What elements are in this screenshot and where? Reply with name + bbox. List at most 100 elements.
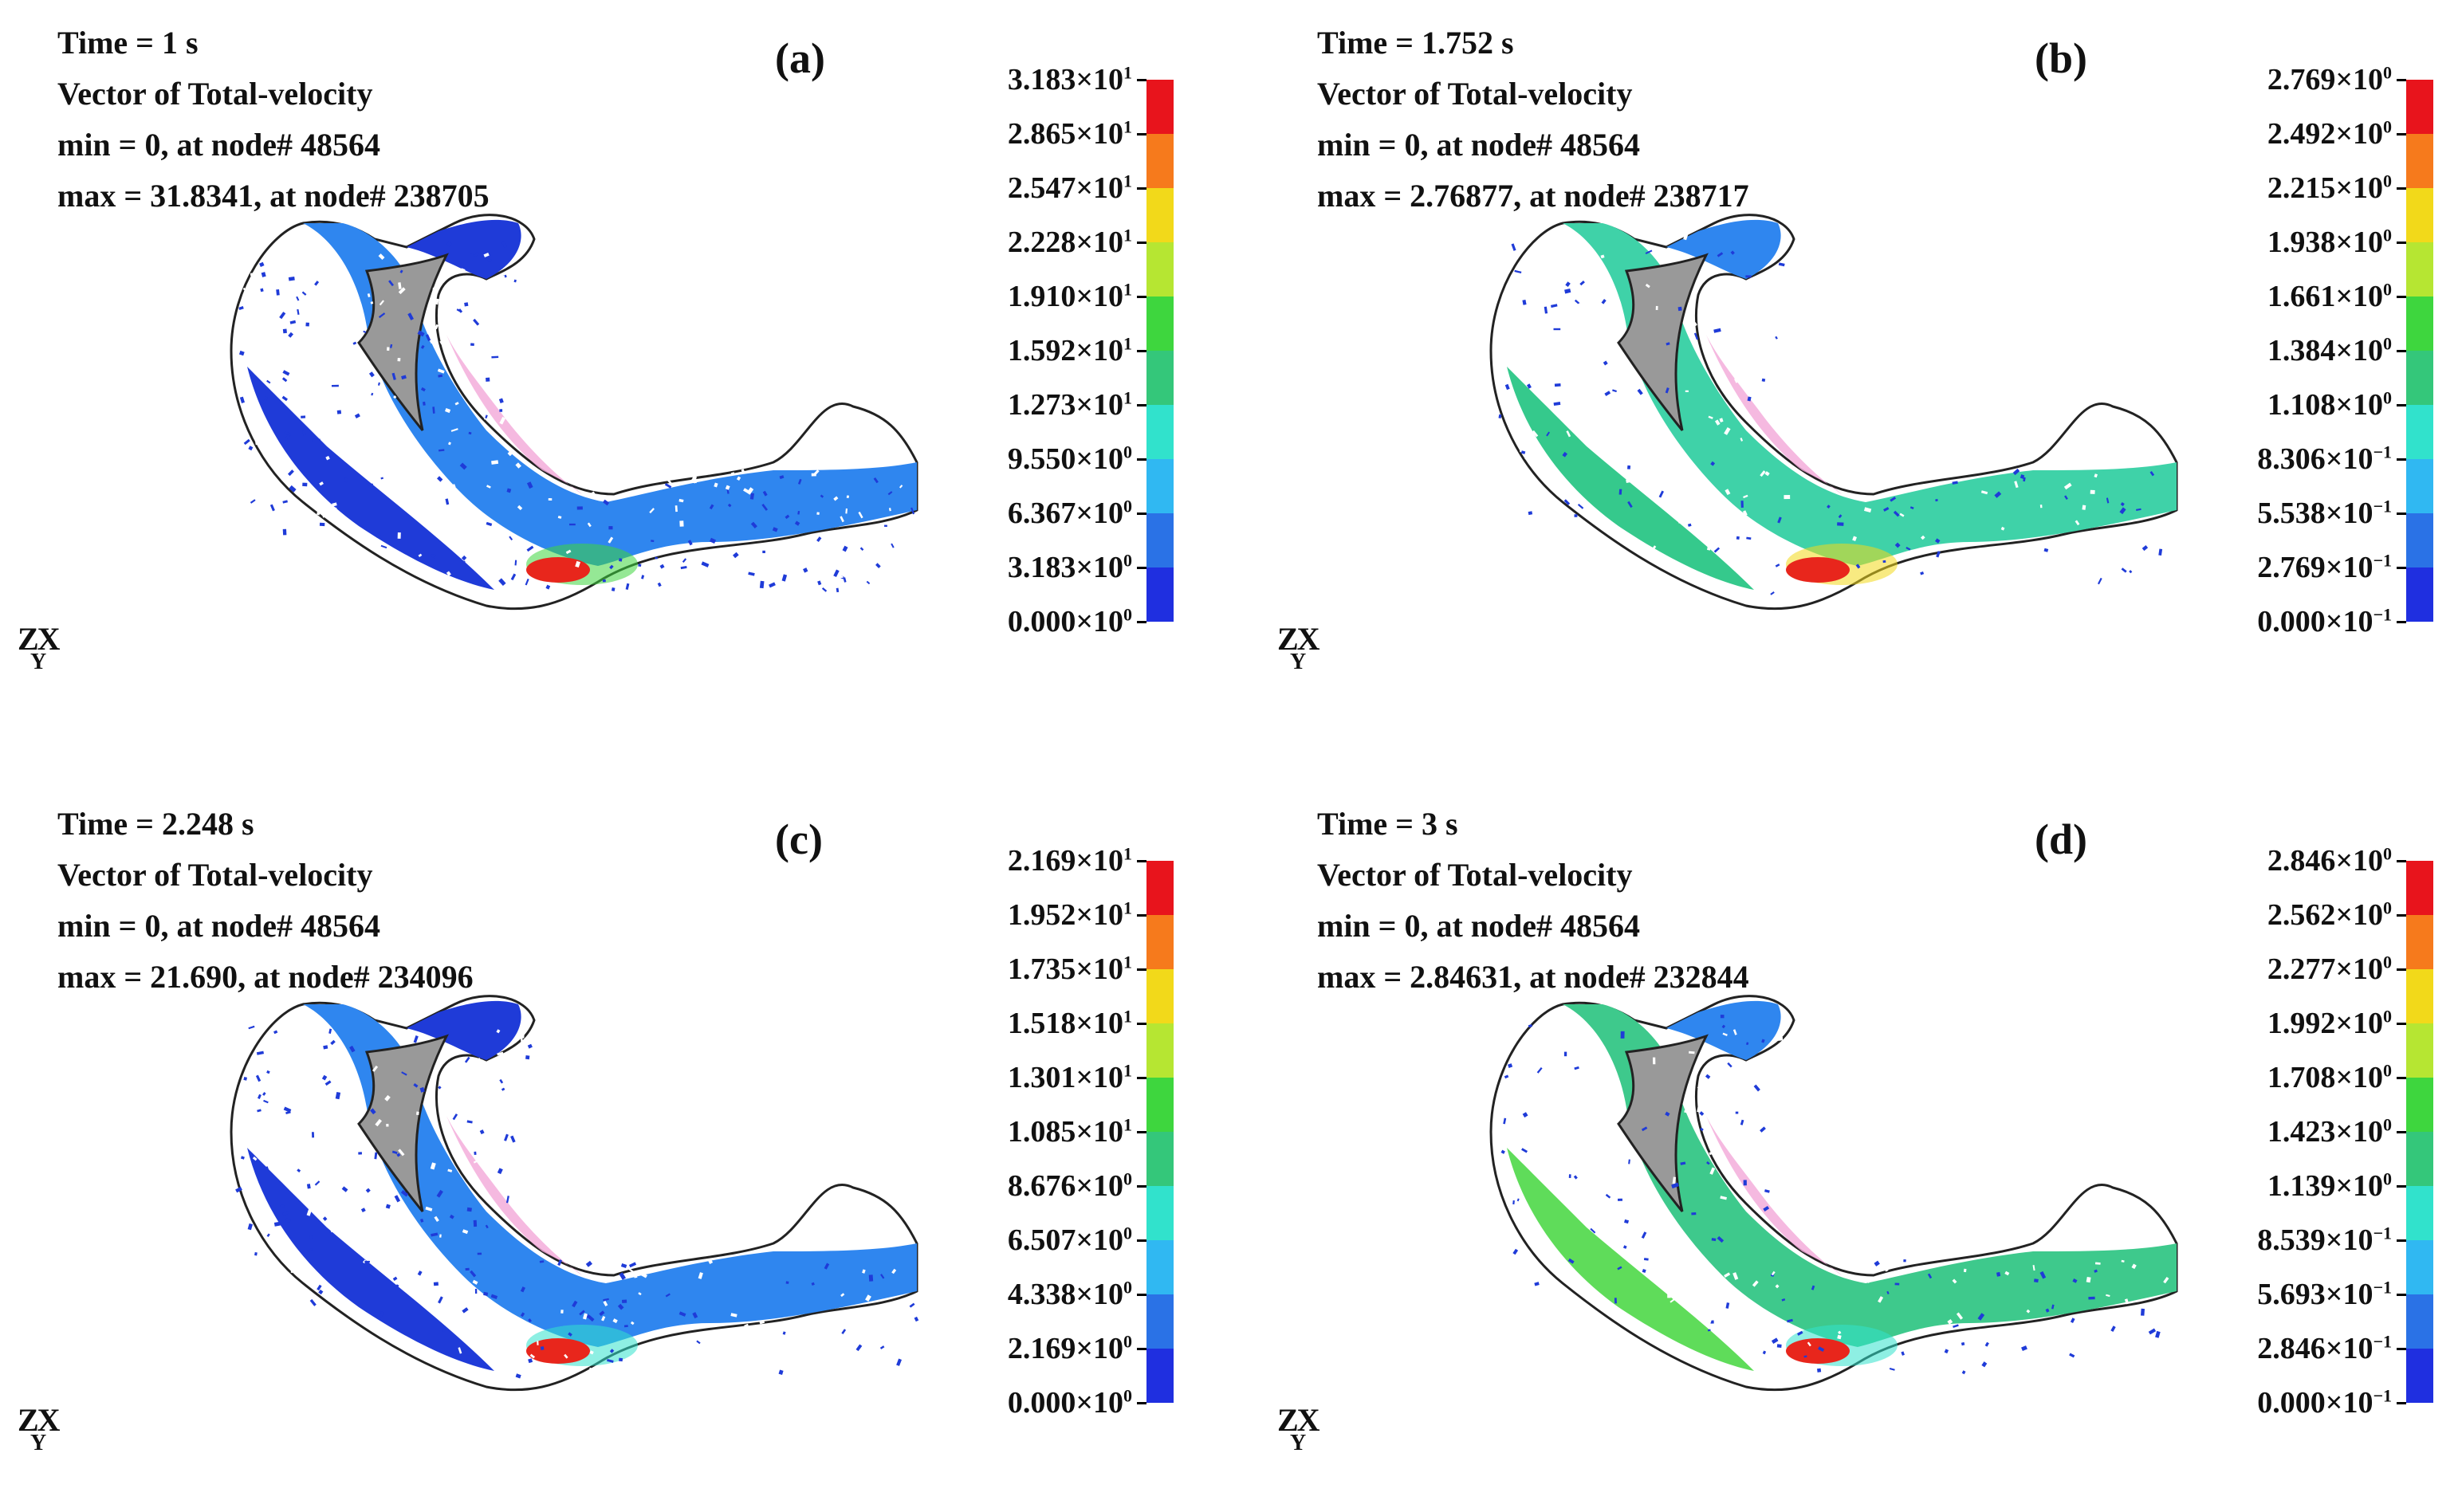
vector-speck xyxy=(515,462,521,469)
vector-speck xyxy=(896,1358,902,1366)
vector-speck xyxy=(687,540,693,546)
tick-mantissa: 2.846×10 xyxy=(2267,844,2383,878)
vector-speck xyxy=(1614,1298,1617,1304)
vector-speck xyxy=(696,1340,701,1345)
legend-tick-mark xyxy=(2397,133,2406,135)
vector-speck xyxy=(1730,250,1735,255)
vector-speck xyxy=(401,1071,407,1076)
vector-speck xyxy=(336,410,342,414)
vector-speck xyxy=(462,1229,469,1235)
vector-speck xyxy=(1729,1302,1733,1306)
vector-speck xyxy=(448,442,451,446)
vector-speck xyxy=(1522,1112,1528,1118)
tick-exponent: −1 xyxy=(2373,442,2392,462)
colorbar-segment xyxy=(2406,1240,2433,1294)
legend-tick-labels: 2.769×100 2.492×100 2.215×100 1.938×100 1.66… xyxy=(2208,62,2392,638)
vector-speck xyxy=(1837,522,1844,526)
vector-speck xyxy=(1878,1296,1884,1303)
legend-tick-label: 3.183×101 xyxy=(1008,62,1132,97)
vector-speck xyxy=(565,549,572,555)
legend-tick-label: 2.547×101 xyxy=(1008,171,1132,206)
vector-speck xyxy=(1725,1302,1730,1309)
tick-mantissa: 2.492×10 xyxy=(2267,117,2383,151)
colorbar-segment xyxy=(1146,1132,1174,1186)
vector-speck xyxy=(1612,389,1617,393)
jet-hotspot xyxy=(526,1338,590,1364)
tick-mantissa: 2.547×10 xyxy=(1007,171,1123,205)
vector-speck xyxy=(1512,1200,1515,1205)
vector-speck xyxy=(1590,1227,1596,1234)
flow-lower-left xyxy=(1507,367,1754,590)
vector-speck xyxy=(1617,1266,1622,1270)
vector-speck xyxy=(2155,1330,2161,1338)
vector-speck xyxy=(1574,514,1578,517)
grey-insert xyxy=(357,253,449,431)
legend-tick-mark xyxy=(1137,621,1146,623)
vector-speck xyxy=(473,1160,478,1164)
axis-y-label: Y xyxy=(1290,1431,1306,1455)
vector-speck xyxy=(1705,1044,1711,1051)
vector-speck xyxy=(466,1355,470,1362)
vector-speck xyxy=(1776,1344,1782,1348)
tick-mantissa: 4.338×10 xyxy=(1007,1278,1123,1311)
vector-speck xyxy=(395,1284,399,1288)
vector-speck xyxy=(384,1332,390,1338)
vector-speck xyxy=(1517,1263,1524,1269)
vector-speck xyxy=(587,522,592,528)
velocity-field-model xyxy=(230,214,918,611)
colorbar-segment xyxy=(1146,915,1174,969)
vector-speck xyxy=(665,1293,671,1298)
legend-tick-mark xyxy=(1137,404,1146,406)
vector-speck xyxy=(242,287,246,291)
vector-speck xyxy=(1512,1248,1519,1255)
vector-speck xyxy=(2158,548,2163,556)
vector-speck xyxy=(1609,363,1615,370)
flow-main xyxy=(303,223,917,566)
vector-speck xyxy=(302,408,310,413)
tick-exponent: 0 xyxy=(2383,62,2392,83)
vector-speck xyxy=(1760,470,1766,477)
vector-speck xyxy=(899,560,904,564)
tick-exponent: 0 xyxy=(1123,442,1132,462)
vector-speck xyxy=(358,1152,362,1155)
vector-speck xyxy=(1749,1153,1756,1157)
vector-speck xyxy=(769,582,776,588)
vector-speck xyxy=(1546,431,1550,437)
vector-speck xyxy=(391,1150,398,1155)
vector-speck xyxy=(1714,419,1721,426)
tick-mantissa: 1.085×10 xyxy=(1007,1115,1123,1149)
vector-speck xyxy=(824,1263,830,1270)
vector-speck xyxy=(2063,482,2072,490)
vector-speck xyxy=(288,332,293,338)
grey-insert xyxy=(1617,253,1709,431)
vector-speck xyxy=(1734,378,1739,383)
vector-speck xyxy=(2064,495,2068,500)
legend-tick-mark xyxy=(2397,621,2406,623)
legend-tick-label: 2.169×100 xyxy=(1008,1331,1132,1366)
vector-speck xyxy=(393,395,397,399)
vector-speck xyxy=(488,1329,494,1335)
vector-speck xyxy=(1721,1024,1726,1029)
vector-speck xyxy=(425,334,431,342)
vector-speck xyxy=(466,1120,473,1124)
vector-speck xyxy=(1683,483,1689,489)
legend-tick-label: 1.085×101 xyxy=(1008,1114,1132,1149)
vector-speck xyxy=(1748,363,1753,371)
vector-speck xyxy=(306,1208,313,1216)
vector-speck xyxy=(501,240,507,249)
vector-speck xyxy=(1653,1057,1656,1065)
legend-tick-label: 2.215×100 xyxy=(2267,171,2392,206)
vector-speck xyxy=(1862,1251,1868,1255)
vector-speck xyxy=(1553,1286,1559,1294)
vector-speck xyxy=(1567,1258,1575,1264)
vector-speck xyxy=(261,272,266,277)
vector-speck xyxy=(499,409,503,412)
vector-speck xyxy=(1519,446,1523,453)
tick-exponent: 1 xyxy=(1123,171,1132,191)
vector-speck xyxy=(1740,501,1744,509)
vector-speck xyxy=(1884,1267,1889,1272)
vector-speck xyxy=(1996,1271,2001,1277)
vector-speck xyxy=(1645,249,1653,254)
vector-speck xyxy=(1540,1105,1548,1109)
vector-speck xyxy=(1944,1349,1949,1354)
